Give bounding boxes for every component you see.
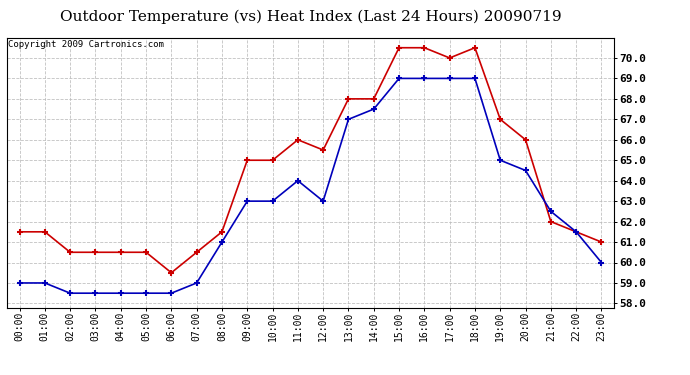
Text: Outdoor Temperature (vs) Heat Index (Last 24 Hours) 20090719: Outdoor Temperature (vs) Heat Index (Las… [60, 9, 561, 24]
Text: Copyright 2009 Cartronics.com: Copyright 2009 Cartronics.com [8, 40, 164, 49]
